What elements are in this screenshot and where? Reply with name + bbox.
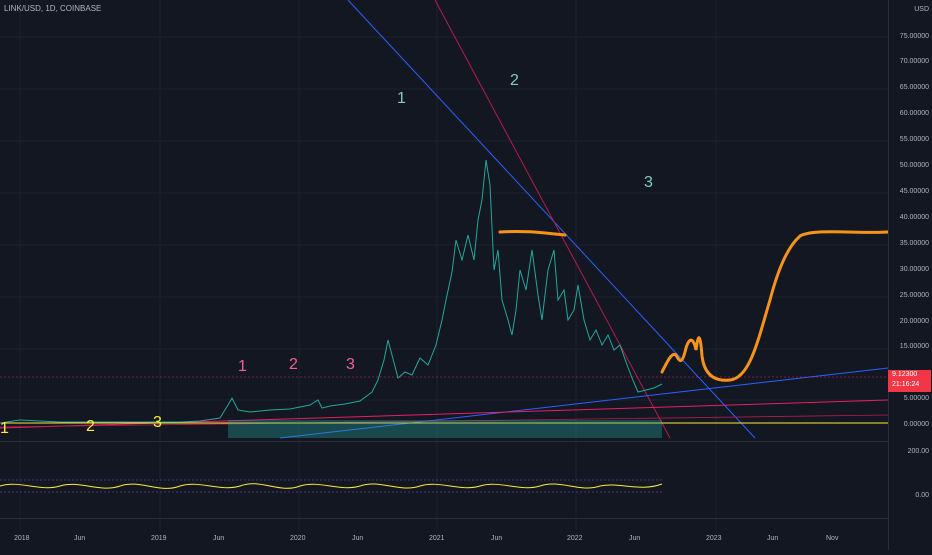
price-tick: 65.00000 [899,84,929,91]
red-descending-trendline[interactable] [434,0,671,439]
price-tick: 45.00000 [899,188,929,195]
wave-label-pink-3: 3 [346,356,355,373]
price-tick: 55.00000 [899,136,929,143]
symbol-title: LINK/USD, 1D, COINBASE [4,4,102,13]
wave-label-pink-1: 1 [238,358,247,375]
price-tick: 20.00000 [899,318,929,325]
time-tick: Jun [491,535,503,542]
wave-label-yellow-1: 1 [0,420,9,437]
time-tick: Jun [629,535,641,542]
chart-canvas[interactable] [0,0,890,550]
time-tick: Jun [352,535,364,542]
price-tick: 75.00000 [899,33,929,40]
time-tick: 2022 [567,535,583,542]
pane-separator[interactable] [0,441,888,442]
price-axis[interactable]: USD 75.00000 70.00000 65.00000 60.00000 … [888,0,932,550]
wave-label-teal-2: 2 [510,72,519,89]
currency-label: USD [914,6,929,13]
time-tick: 2018 [14,535,30,542]
blue-descending-trendline[interactable] [347,0,756,439]
time-tick: Jun [74,535,86,542]
price-tick: 25.00000 [899,292,929,299]
price-tick: 5.00000 [903,395,929,402]
chart-area[interactable] [0,0,890,550]
projection-curve[interactable] [498,229,890,382]
volume-bars [228,420,662,438]
time-tick: Jun [767,535,779,542]
osc-tick: 0.00 [915,492,929,499]
price-series [0,159,663,424]
price-tick: 30.00000 [899,266,929,273]
price-tick: 40.00000 [899,214,929,221]
price-tick: 60.00000 [899,110,929,117]
time-tick: Jun [213,535,225,542]
oscillator-line [0,483,663,489]
last-price-badge: 9.12300 21:16:24 [888,370,931,392]
last-price: 9.12300 [892,371,918,378]
blue-ascending-trendline[interactable] [279,367,889,439]
price-tick: 15.00000 [899,343,929,350]
wave-label-teal-3: 3 [644,174,653,191]
bar-countdown: 21:16:24 [892,381,920,388]
time-tick: 2019 [151,535,167,542]
osc-tick: 200.00 [907,448,929,455]
time-tick: 2023 [706,535,722,542]
time-tick: 2021 [429,535,445,542]
pane-separator-bottom [0,518,888,519]
time-tick: 2020 [290,535,306,542]
price-tick: 35.00000 [899,240,929,247]
price-tick: 50.00000 [899,162,929,169]
wave-label-pink-2: 2 [289,356,298,373]
time-tick: Nov [826,535,839,542]
price-tick: 70.00000 [899,58,929,65]
wave-label-yellow-2: 2 [86,418,95,435]
wave-label-teal-1: 1 [397,90,406,107]
red-lower-trendline[interactable] [0,414,889,428]
price-tick: 0.00000 [903,421,929,428]
wave-label-yellow-3: 3 [153,414,162,431]
